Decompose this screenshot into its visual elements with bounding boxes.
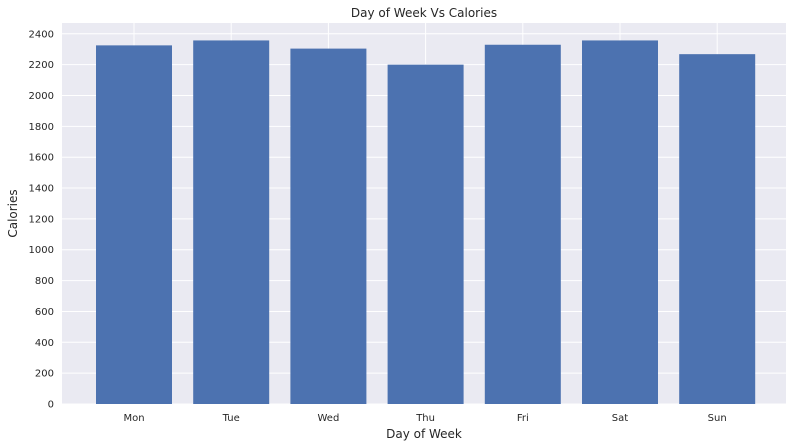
y-tick-label: 200: [35, 369, 54, 380]
bar-sun: [679, 54, 756, 405]
y-tick-labels: 0 200 400 600 800 1000 1200 1400 1600 1800 2000 220…: [29, 29, 54, 410]
x-tick-label: Fri: [517, 413, 529, 424]
y-tick-label: 800: [35, 276, 54, 287]
bar-mon: [96, 45, 172, 405]
x-tick-label: Sun: [708, 413, 727, 424]
x-tick-label: Tue: [222, 413, 240, 424]
y-tick-label: 1000: [29, 245, 54, 256]
x-tick-label: Sat: [612, 413, 628, 424]
bar-wed: [290, 48, 367, 405]
y-axis-label: Calories: [6, 189, 20, 237]
y-tick-label: 2000: [29, 91, 54, 102]
y-tick-label: 0: [48, 400, 54, 411]
y-tick-label: 1600: [29, 153, 54, 164]
x-tick-label: Thu: [415, 413, 435, 424]
chart-title: Day of Week Vs Calories: [351, 6, 497, 20]
y-tick-label: 1800: [29, 122, 54, 133]
y-tick-label: 1400: [29, 184, 54, 195]
y-tick-label: 1200: [29, 214, 54, 225]
y-tick-label: 2200: [29, 60, 54, 71]
bar-thu: [387, 64, 464, 405]
bar-fri: [484, 44, 561, 405]
bars: [96, 40, 756, 405]
x-axis-label: Day of Week: [386, 427, 462, 441]
y-tick-label: 400: [35, 338, 54, 349]
x-tick-label: Wed: [317, 413, 339, 424]
x-tick-label: Mon: [123, 413, 144, 424]
y-tick-label: 600: [35, 307, 54, 318]
bar-sat: [582, 40, 658, 405]
y-tick-label: 2400: [29, 29, 54, 40]
x-tick-labels: Mon Tue Wed Thu Fri Sat Sun: [123, 413, 726, 424]
bar-tue: [193, 40, 270, 405]
